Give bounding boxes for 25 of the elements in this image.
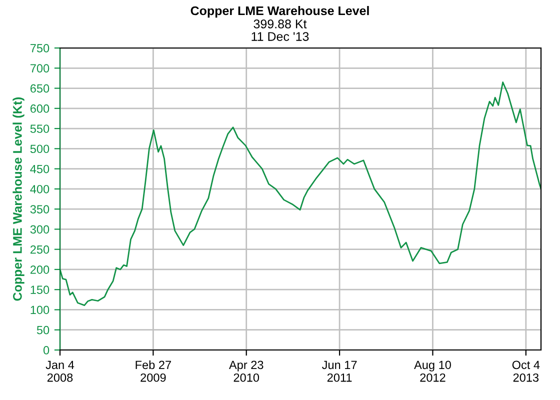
y-tick-label: 250 [30,245,50,254]
y-tick-label: 650 [30,84,50,93]
y-tick-label: 500 [30,144,50,154]
y-tick-label: 200 [30,266,50,274]
y-tick-label: 400 [30,184,50,194]
y-tick-label: 600 [30,104,50,113]
x-tick-label: Apr 23 2010 [229,360,264,382]
x-tick-label: Jan 4 2008 [46,360,74,382]
y-tick-label: 450 [30,164,50,174]
x-tick-label: Jun 17 2011 [322,360,357,382]
y-tick-label: 550 [30,124,50,133]
chart-title: Copper LME Warehouse Level [190,6,369,18]
y-tick-label: 700 [30,64,50,73]
y-tick-label: 50 [36,326,50,334]
y-tick-label: 0 [43,346,50,354]
x-tick-label: Oct 4 2013 [512,360,540,382]
y-tick-label: 150 [30,286,50,294]
chart-subtitle: 399.88 Kt 11 Dec '13 [252,20,309,41]
y-tick-label: 750 [30,44,50,52]
y-axis-title: Copper LME Warehouse Level (Kt) [12,97,24,301]
y-tick-label: 100 [30,306,50,314]
x-tick-label: Feb 27 2009 [136,360,171,382]
y-tick-label: 350 [30,205,50,214]
x-tick-label: Aug 10 2012 [414,360,451,382]
y-tick-label: 300 [30,225,50,234]
